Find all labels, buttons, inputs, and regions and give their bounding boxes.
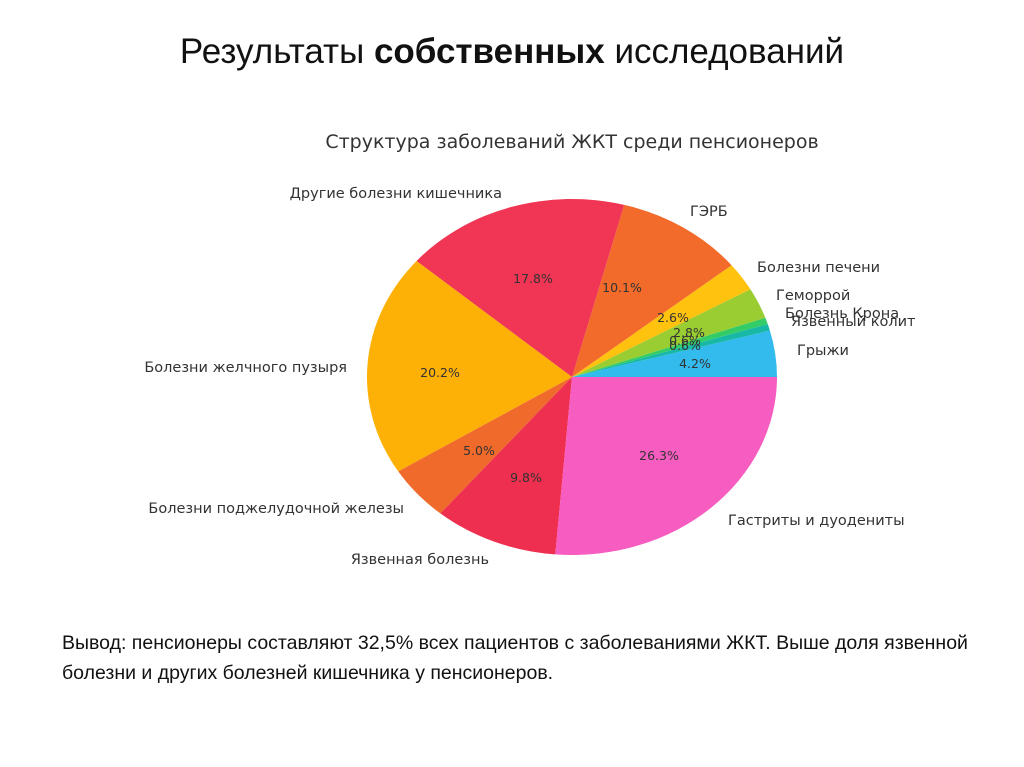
pie-slice-7 [416,198,625,377]
pie-slice-label: Болезнь Крона [785,306,899,322]
slide-title-part2: исследований [604,32,845,71]
pie-slices [367,198,777,556]
pie-percent-label: 10.1% [602,280,642,295]
pie-slice-label: Болезни поджелудочной железы [148,501,404,517]
pie-percent-label: 5.0% [463,443,495,458]
pie-slice-9 [398,377,572,514]
pie-slice-6 [572,204,732,377]
pie-chart: Структура заболеваний ЖКТ среди пенсионе… [144,131,916,568]
pie-slice-5 [572,265,751,377]
pie-percent-label: 4.2% [679,356,711,371]
pie-percent-label: 2.8% [673,325,705,340]
pie-slice-label: Геморрой [776,288,850,304]
conclusion-text: Вывод: пенсионеры составляют 32,5% всех … [62,632,968,684]
pie-percent-label: 20.2% [420,365,460,380]
pie-slice-2 [572,324,770,377]
slide-title-part1: Результаты [179,32,374,71]
pie-slice-11 [555,377,777,556]
pie-slice-10 [440,377,572,555]
pie-slice-label: Болезни печени [757,260,880,276]
pie-slice-label: Язвенный колит [791,314,916,330]
pie-slice-4 [572,289,766,377]
pie-slice-label: Грыжи [797,343,849,359]
pie-slice-3 [572,317,768,377]
pie-slice-label: Другие болезни кишечника [290,186,502,202]
pie-percent-label: 26.3% [639,448,679,463]
pie-percent-label: 2.6% [657,310,689,325]
pie-slice-label: Болезни желчного пузыря [144,360,347,376]
pie-slice-label: Гастриты и дуодениты [728,513,905,529]
slide-title: Результаты собственных исследований [0,32,1024,72]
pie-percent-labels: 4.2% 0.6%0.6%2.8%2.6% 10.1% 17.8% 20.2% 5.0% 9… [420,271,711,485]
pie-slice-label: ГЭРБ [690,204,728,220]
pie-percent-label: 9.8% [510,470,542,485]
slide-title-bold: собственных [373,32,605,71]
pie-slice-label: Язвенная болезнь [351,552,489,568]
pie-slice-1 [572,330,777,377]
pie-percent-label: 17.8% [513,271,553,286]
chart-title: Структура заболеваний ЖКТ среди пенсионе… [325,131,818,153]
pie-percent-label: 0.6% [669,338,701,353]
pie-slice-8 [367,260,572,472]
pie-percent-label: 0.6% [669,333,701,348]
